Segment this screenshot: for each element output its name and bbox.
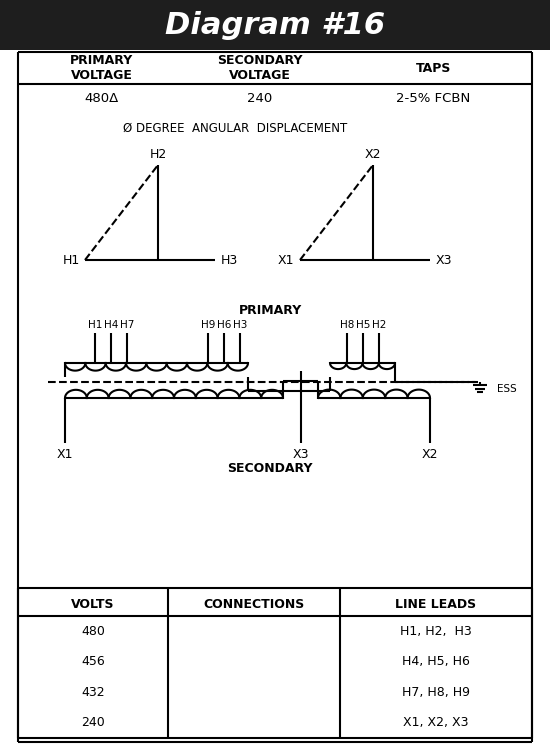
Text: H3: H3 [233,320,247,330]
Text: 480Δ: 480Δ [84,93,119,105]
Text: X1, X2, X3: X1, X2, X3 [403,716,469,730]
Text: H7: H7 [120,320,134,330]
Text: 480: 480 [81,624,105,638]
Text: X1: X1 [57,448,73,460]
Text: Ø DEGREE  ANGULAR  DISPLACEMENT: Ø DEGREE ANGULAR DISPLACEMENT [123,122,347,134]
Text: 432: 432 [81,686,105,699]
Text: H4: H4 [104,320,118,330]
Text: H1, H2,  H3: H1, H2, H3 [400,624,472,638]
Text: H1: H1 [88,320,102,330]
Text: 456: 456 [81,655,105,668]
Text: PRIMARY: PRIMARY [238,304,301,316]
Text: H4, H5, H6: H4, H5, H6 [402,655,470,668]
Text: H2: H2 [150,148,167,161]
Text: 240: 240 [81,716,105,730]
Text: SECONDARY
VOLTAGE: SECONDARY VOLTAGE [217,54,302,82]
Text: X3: X3 [292,448,309,460]
Text: PRIMARY
VOLTAGE: PRIMARY VOLTAGE [70,54,133,82]
Text: LINE LEADS: LINE LEADS [395,598,476,612]
Text: H2: H2 [372,320,386,330]
Text: H8: H8 [340,320,354,330]
Text: H9: H9 [201,320,215,330]
Text: Diagram #16: Diagram #16 [165,10,385,40]
Text: 240: 240 [248,93,273,105]
Text: H6: H6 [217,320,231,330]
Text: X2: X2 [365,148,381,161]
FancyBboxPatch shape [0,0,550,50]
Text: H1: H1 [62,254,80,266]
Text: TAPS: TAPS [416,61,451,75]
Text: 2-5% FCBN: 2-5% FCBN [397,93,471,105]
Text: CONNECTIONS: CONNECTIONS [204,598,305,612]
Text: X3: X3 [436,254,452,266]
Text: X1: X1 [278,254,294,266]
Text: VOLTS: VOLTS [72,598,115,612]
Text: H3: H3 [221,254,238,266]
Text: X2: X2 [422,448,438,460]
Text: H5: H5 [356,320,370,330]
Text: SECONDARY: SECONDARY [227,463,313,475]
Text: H7, H8, H9: H7, H8, H9 [402,686,470,699]
Text: ESS: ESS [497,384,517,394]
